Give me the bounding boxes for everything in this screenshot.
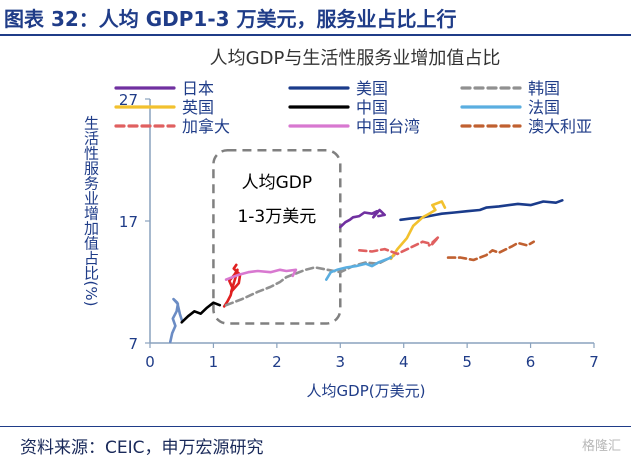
watermark: 格隆汇 [581,439,621,454]
series-line-8 [446,240,536,262]
x-tick-label: 7 [589,353,599,371]
x-tick-label: 0 [145,353,155,371]
figure-header: 图表 32：人均 GDP1-3 万美元，服务业占比上行 [0,0,631,36]
legend-label-7: 中国台湾 [356,117,420,136]
chart-area: 人均GDP与生活性服务业增加值占比 生活性服务业增加值占比(%) 人均GDP(万… [0,36,631,426]
annotation-frame [212,148,342,325]
y-tick-label: 7 [128,335,138,353]
legend-label-0: 日本 [182,79,214,98]
series-line-6 [357,235,440,256]
y-tick-label: 17 [119,213,138,231]
series-line-7 [224,268,298,281]
x-axis-label: 人均GDP(万美元) [307,382,426,400]
chart-title: 人均GDP与生活性服务业增加值占比 [210,48,501,69]
series-line-5 [324,256,393,281]
annotation-line-1: 人均GDP [242,173,313,193]
x-tick-label: 5 [462,353,472,371]
annotation-line-2: 1-3万美元 [237,207,316,227]
series-line-3 [389,200,447,261]
x-tick-label: 4 [399,353,409,371]
x-tick-label: 2 [272,353,282,371]
y-tick-label: 27 [119,91,138,109]
x-tick-label: 1 [209,353,219,371]
series-line-4 [180,301,222,324]
legend-label-1: 美国 [356,79,388,98]
legend-label-2: 韩国 [528,79,560,98]
axes: 0 1 2 3 4 5 6 7 7 17 27 [119,91,599,371]
figure-title: 图表 32：人均 GDP1-3 万美元，服务业占比上行 [4,7,457,31]
x-tick-label: 6 [526,353,536,371]
x-tick-label: 3 [336,353,346,371]
footer-rule [0,426,631,427]
source-note: 资料来源：CEIC，申万宏源研究 [20,438,264,458]
series-line-0 [338,208,387,229]
legend-label-3: 英国 [182,98,214,117]
chart-svg: 人均GDP与生活性服务业增加值占比 生活性服务业增加值占比(%) 人均GDP(万… [82,48,599,400]
extra-segment-0 [169,297,183,344]
legend-label-6: 加拿大 [182,117,230,136]
series-line-2 [224,253,396,307]
legend-label-8: 澳大利亚 [528,117,592,136]
plot-lines [169,199,564,344]
y-axis-label: 生活性服务业增加值占比(%) [82,116,100,307]
legend-label-5: 法国 [528,98,560,117]
series-line-1 [399,199,564,222]
header-rule [0,34,631,36]
legend-label-4: 中国 [356,98,388,117]
annotation-box: 人均GDP 1-3万美元 [212,148,342,325]
y-axis-label-text: 生活性服务业增加值占比(%) [82,116,100,307]
